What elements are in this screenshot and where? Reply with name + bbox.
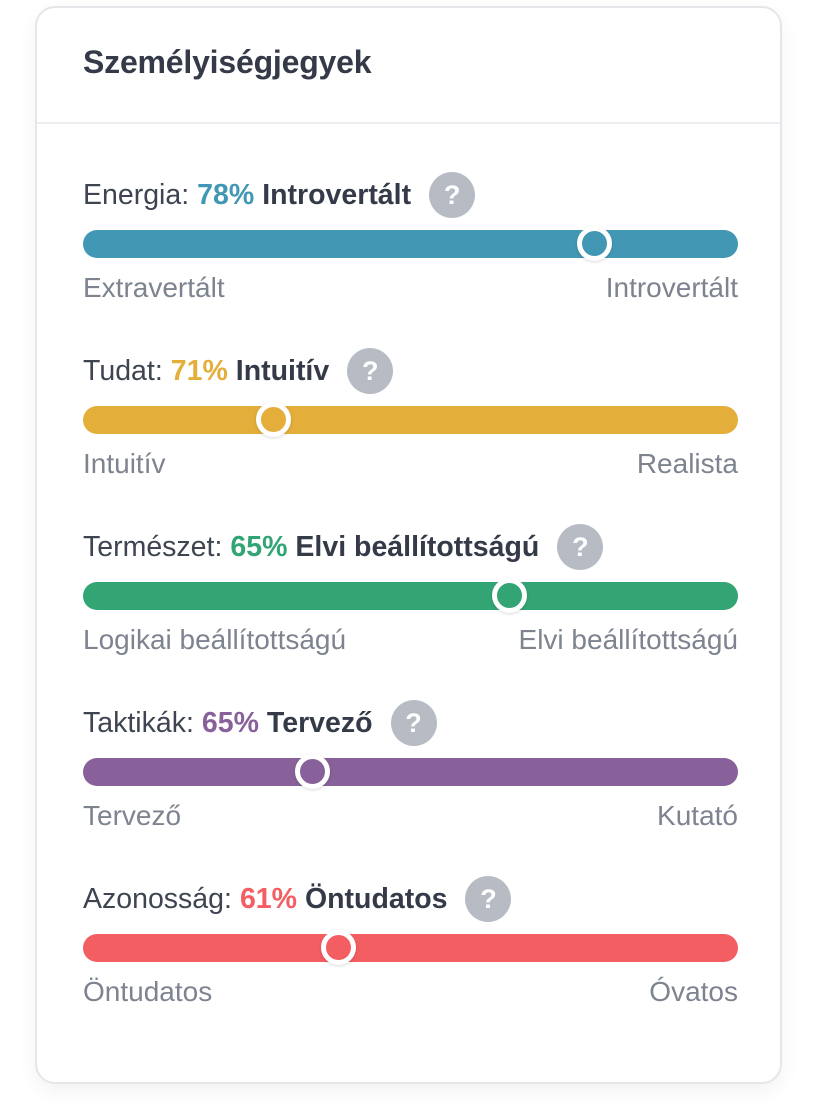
- trait-heading: Energia: 78% Introvertált ?: [83, 172, 476, 218]
- trait-label: Tudat:: [83, 355, 163, 387]
- trait-percent: 71%: [170, 355, 228, 387]
- help-icon[interactable]: ?: [465, 876, 512, 922]
- trait-label: Taktikák:: [83, 707, 194, 739]
- left-pole-label: Extravertált: [83, 272, 225, 303]
- trait-slider-thumb[interactable]: [255, 402, 291, 437]
- trait-name: Intuitív: [235, 355, 330, 387]
- trait-slider-thumb[interactable]: [576, 226, 612, 261]
- trait-heading: Azonosság: 61% Öntudatos ?: [83, 876, 512, 922]
- trait-heading: Tudat: 71% Intuitív ?: [83, 348, 394, 394]
- right-pole-label: Kutató: [657, 800, 738, 831]
- right-pole-label: Introvertált: [605, 272, 738, 303]
- trait-name: Tervező: [266, 707, 373, 739]
- trait-heading: Természet: 65% Elvi beállítottságú ?: [83, 524, 604, 570]
- trait-termeszet: Természet: 65% Elvi beállítottságú ? Log…: [83, 476, 738, 655]
- trait-name: Öntudatos: [304, 883, 448, 915]
- trait-tudat: Tudat: 71% Intuitív ? Intuitív Realista: [83, 300, 738, 479]
- trait-percent: 61%: [239, 883, 297, 915]
- trait-slider-track[interactable]: [83, 226, 738, 261]
- card-title: Személyiségjegyek: [83, 43, 372, 80]
- right-pole-label: Realista: [636, 448, 738, 479]
- left-pole-label: Logikai beállítottságú: [83, 624, 347, 655]
- card-header: Személyiségjegyek: [37, 8, 780, 124]
- trait-percent: 65%: [230, 531, 288, 563]
- trait-slider-track[interactable]: [83, 754, 738, 789]
- trait-slider-track[interactable]: [83, 578, 738, 613]
- left-pole-label: Öntudatos: [83, 976, 213, 1007]
- trait-taktikak: Taktikák: 65% Tervező ? Tervező Kutató: [83, 652, 738, 831]
- trait-poles: Intuitív Realista: [83, 448, 738, 480]
- trait-name: Introvertált: [262, 179, 412, 211]
- trait-poles: Logikai beállítottságú Elvi beállítottsá…: [83, 624, 738, 656]
- trait-energia: Energia: 78% Introvertált ? Extravertált…: [83, 124, 738, 303]
- trait-poles: Tervező Kutató: [83, 800, 738, 832]
- trait-azonossag: Azonosság: 61% Öntudatos ? Öntudatos Óva…: [83, 828, 738, 1007]
- right-pole-label: Óvatos: [649, 976, 738, 1007]
- left-pole-label: Tervező: [83, 800, 182, 831]
- trait-poles: Öntudatos Óvatos: [83, 976, 738, 1008]
- trait-slider-thumb[interactable]: [491, 578, 527, 613]
- trait-slider-thumb[interactable]: [295, 754, 331, 789]
- trait-poles: Extravertált Introvertált: [83, 272, 738, 304]
- trait-heading: Taktikák: 65% Tervező ?: [83, 700, 437, 746]
- help-icon[interactable]: ?: [557, 524, 604, 570]
- trait-percent: 65%: [201, 707, 259, 739]
- trait-percent: 78%: [197, 179, 255, 211]
- personality-traits-card: Személyiségjegyek Energia: 78% Introvert…: [35, 6, 782, 1084]
- help-icon[interactable]: ?: [429, 172, 476, 218]
- help-icon[interactable]: ?: [347, 348, 394, 394]
- trait-name: Elvi beállítottságú: [295, 531, 540, 563]
- traits-list: Energia: 78% Introvertált ? Extravertált…: [37, 124, 780, 1007]
- help-icon[interactable]: ?: [390, 700, 437, 746]
- trait-slider-thumb[interactable]: [321, 930, 357, 965]
- trait-label: Energia:: [83, 179, 190, 211]
- trait-slider-track[interactable]: [83, 402, 738, 437]
- left-pole-label: Intuitív: [83, 448, 166, 479]
- trait-label: Természet:: [83, 531, 223, 563]
- trait-label: Azonosság:: [83, 883, 232, 915]
- right-pole-label: Elvi beállítottságú: [518, 624, 738, 655]
- trait-slider-track[interactable]: [83, 930, 738, 965]
